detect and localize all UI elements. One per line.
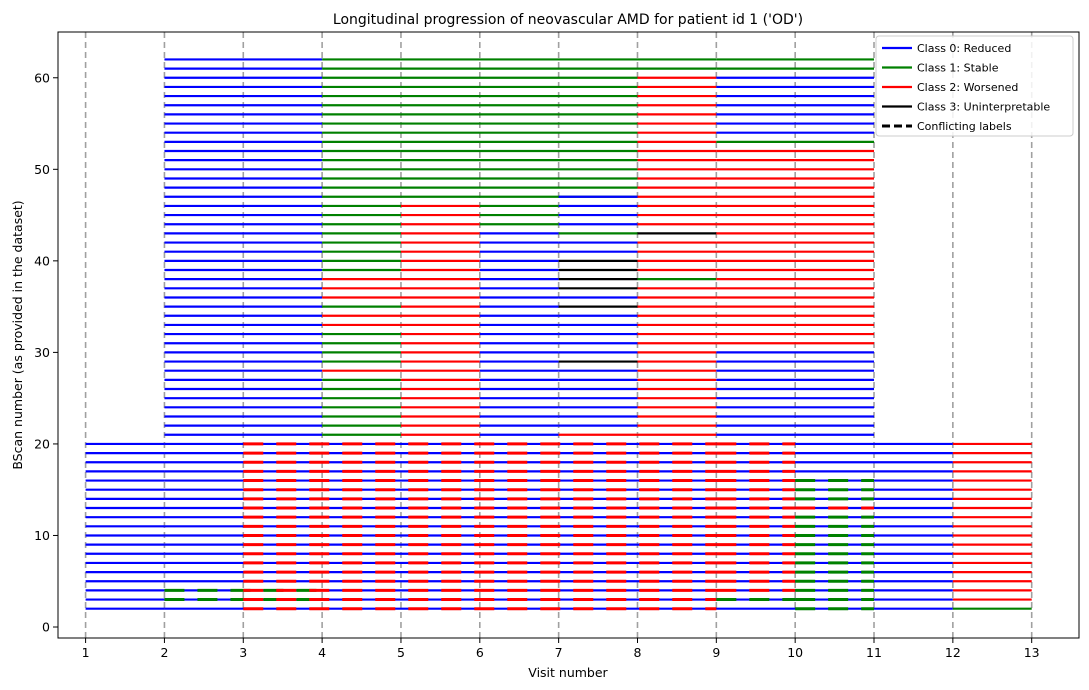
legend-label: Class 1: Stable [917, 62, 999, 75]
x-tick-label: 6 [476, 645, 484, 660]
x-tick-label: 10 [787, 645, 803, 660]
y-axis-ticks: 0 10 20 30 40 50 60 [34, 70, 58, 635]
x-tick-label: 12 [945, 645, 961, 660]
x-tick-label: 13 [1024, 645, 1040, 660]
legend-label: Class 3: Uninterpretable [917, 101, 1050, 114]
plot-frame [57, 31, 1080, 639]
x-axis-label: Visit number [528, 665, 608, 680]
x-tick-label: 3 [239, 645, 247, 660]
y-tick-label: 0 [42, 620, 50, 635]
x-tick-label: 2 [160, 645, 168, 660]
x-tick-label: 4 [318, 645, 326, 660]
x-tick-label: 9 [712, 645, 720, 660]
legend-box [875, 35, 1074, 137]
x-tick-label: 5 [397, 645, 405, 660]
x-tick-label: 11 [866, 645, 882, 660]
x-tick-label: 8 [634, 645, 642, 660]
y-tick-label: 20 [34, 436, 50, 451]
y-tick-label: 40 [34, 253, 50, 268]
legend-label: Class 0: Reduced [917, 42, 1011, 55]
conflict-segments [164, 442, 875, 611]
chart-title: Longitudinal progression of neovascular … [333, 12, 803, 28]
y-axis-label: BScan number (as provided in the dataset… [10, 200, 25, 469]
y-tick-label: 30 [34, 345, 50, 360]
y-tick-label: 50 [34, 162, 50, 177]
y-tick-label: 10 [34, 528, 50, 543]
y-tick-label: 60 [34, 70, 50, 85]
legend-label: Conflicting labels [917, 120, 1012, 133]
legend-label: Class 2: Worsened [917, 81, 1018, 94]
legend: Class 0: Reduced Class 1: Stable Class 2: … [875, 35, 1074, 137]
x-tick-label: 7 [555, 645, 563, 660]
x-tick-label: 1 [82, 645, 90, 660]
x-axis-ticks: 1 2 3 4 5 6 7 8 9 10 11 12 13 [82, 638, 1040, 660]
